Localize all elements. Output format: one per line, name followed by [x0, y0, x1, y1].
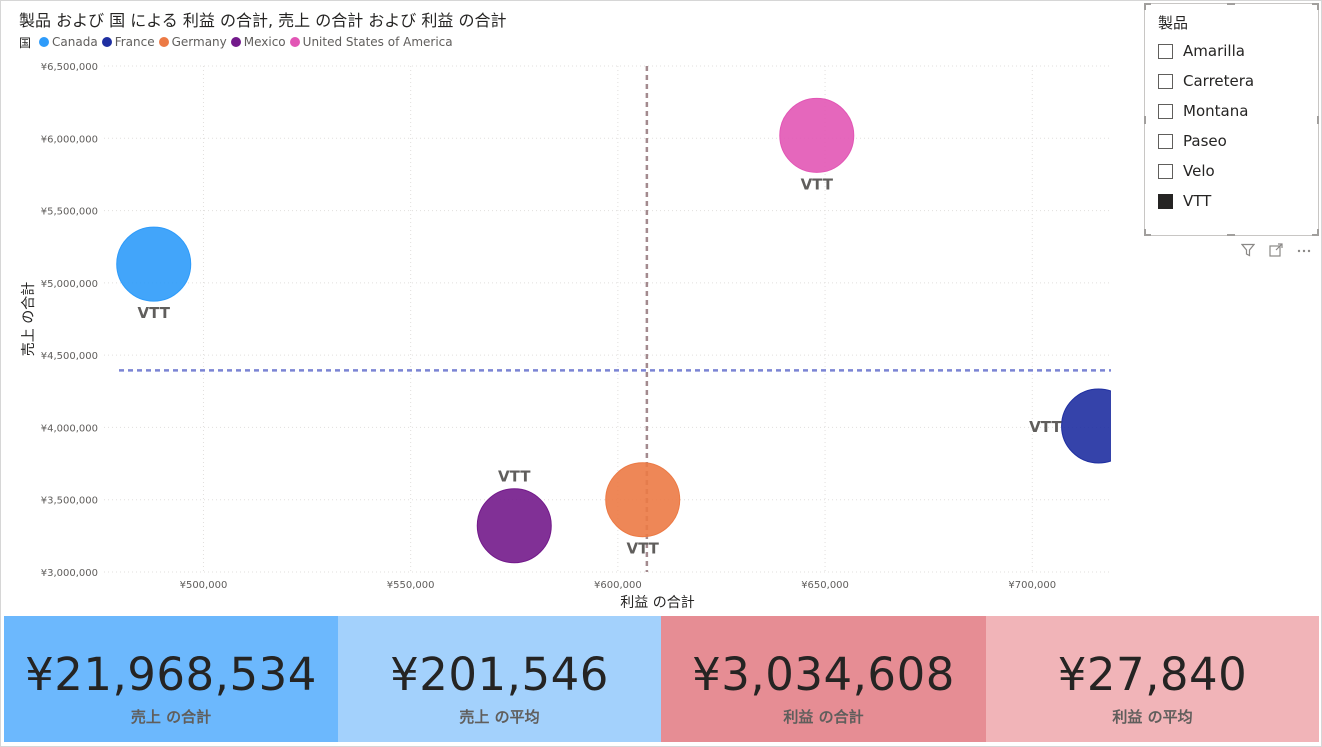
kpi-cards: ¥21,968,534 売上 の合計 ¥201,546 売上 の平均 ¥3,03…	[4, 616, 1319, 742]
legend-label: Germany	[171, 35, 227, 49]
card-label: 売上 の平均	[459, 708, 540, 726]
x-tick-label: ¥550,000	[387, 580, 435, 591]
focus-mode-icon[interactable]	[1267, 241, 1285, 259]
card-value: ¥21,968,534	[25, 648, 317, 701]
legend-title: 国	[19, 35, 32, 50]
card-sales-total[interactable]: ¥21,968,534 売上 の合計	[4, 616, 338, 742]
checkbox[interactable]	[1158, 133, 1173, 149]
y-tick-label: ¥4,000,000	[41, 423, 98, 434]
slicer-item-label: Amarilla	[1183, 42, 1245, 60]
y-tick-label: ¥5,000,000	[41, 279, 98, 290]
bubbles	[116, 97, 1136, 564]
legend-dot-icon	[158, 37, 169, 47]
bubble-united-states-of-america[interactable]	[779, 97, 855, 173]
legend-label: Canada	[52, 35, 98, 49]
checkbox[interactable]	[1158, 163, 1173, 179]
card-label: 売上 の合計	[130, 708, 212, 726]
x-tick-label: ¥700,000	[1008, 580, 1056, 591]
scatter-chart: ¥3,000,000 ¥3,500,000 ¥4,000,000 ¥4,500,000…	[21, 62, 1136, 611]
y-tick-label: ¥6,500,000	[41, 62, 98, 73]
card-profit-average[interactable]: ¥27,840 利益 の平均	[986, 616, 1319, 742]
y-tick-label: ¥3,000,000	[41, 568, 98, 579]
legend-dot-icon	[230, 37, 241, 47]
checkbox[interactable]	[1158, 43, 1173, 59]
resize-handle[interactable]	[1312, 3, 1319, 10]
filter-icon[interactable]	[1239, 241, 1257, 259]
card-label: 利益 の合計	[783, 708, 864, 726]
resize-handle[interactable]	[1227, 3, 1235, 5]
resize-handle[interactable]	[1227, 234, 1235, 236]
legend-dot-icon	[289, 37, 300, 47]
legend-item-germany[interactable]: Germany	[158, 35, 227, 49]
slicer-item-label: Velo	[1183, 162, 1215, 180]
data-label: VTT	[627, 540, 660, 558]
slicer-item-paseo[interactable]: Paseo	[1158, 130, 1227, 152]
legend-dot-icon	[101, 37, 112, 47]
legend-item-france[interactable]: France	[101, 35, 155, 49]
card-label: 利益 の平均	[1112, 708, 1193, 726]
data-label: VTT	[801, 175, 834, 193]
data-label: VTT	[1029, 418, 1062, 436]
slicer-item-label: Paseo	[1183, 132, 1227, 150]
card-value: ¥27,840	[1057, 648, 1248, 701]
y-tick-label: ¥4,500,000	[41, 351, 98, 362]
legend-item-canada[interactable]: Canada	[39, 35, 98, 49]
card-sales-average[interactable]: ¥201,546 売上 の平均	[338, 616, 661, 742]
slicer-item-label: VTT	[1183, 192, 1212, 210]
chart-legend: 国 Canada France Germany Mexico United St…	[19, 34, 457, 50]
bubble-france[interactable]	[1061, 388, 1136, 464]
y-axis-title: 売上 の合計	[21, 282, 37, 356]
legend-label: France	[114, 35, 155, 49]
legend-label: United States of America	[302, 35, 453, 49]
checkbox[interactable]	[1158, 193, 1173, 209]
bubble-canada[interactable]	[116, 226, 192, 302]
chart-title: 製品 および 国 による 利益 の合計, 売上 の合計 および 利益 の合計	[19, 11, 507, 30]
x-tick-label: ¥500,000	[180, 580, 228, 591]
resize-handle[interactable]	[1144, 229, 1151, 236]
product-slicer: 製品 Amarilla Carretera Montana Paseo Velo…	[1144, 3, 1319, 236]
slicer-item-vtt[interactable]: VTT	[1158, 190, 1211, 212]
card-value: ¥3,034,608	[692, 648, 955, 701]
slicer-item-montana[interactable]: Montana	[1158, 100, 1248, 122]
bubble-mexico[interactable]	[476, 488, 552, 564]
resize-handle[interactable]	[1144, 3, 1151, 10]
more-options-icon[interactable]	[1295, 241, 1313, 259]
slicer-title: 製品	[1158, 14, 1189, 32]
legend-item-mexico[interactable]: Mexico	[230, 35, 286, 49]
y-tick-label: ¥3,500,000	[41, 496, 98, 507]
slicer-item-label: Montana	[1183, 102, 1249, 120]
resize-handle[interactable]	[1312, 229, 1319, 236]
x-tick-label: ¥600,000	[594, 580, 642, 591]
data-label: VTT	[498, 468, 531, 486]
card-value: ¥201,546	[390, 648, 609, 701]
x-axis-title: 利益 の合計	[620, 595, 694, 611]
resize-handle[interactable]	[1317, 116, 1319, 124]
card-profit-total[interactable]: ¥3,034,608 利益 の合計	[661, 616, 986, 742]
checkbox[interactable]	[1158, 103, 1173, 119]
x-tick-label: ¥650,000	[801, 580, 849, 591]
bubble-germany[interactable]	[605, 462, 681, 538]
y-tick-label: ¥5,500,000	[41, 207, 98, 218]
resize-handle[interactable]	[1144, 116, 1146, 124]
slicer-item-carretera[interactable]: Carretera	[1158, 70, 1254, 92]
slicer-item-velo[interactable]: Velo	[1158, 160, 1215, 182]
legend-label: Mexico	[243, 35, 286, 49]
checkbox[interactable]	[1158, 73, 1173, 89]
legend-item-usa[interactable]: United States of America	[289, 35, 453, 49]
slicer-item-amarilla[interactable]: Amarilla	[1158, 40, 1245, 62]
y-tick-label: ¥6,000,000	[41, 134, 98, 145]
legend-dot-icon	[39, 37, 50, 47]
visual-header	[1239, 241, 1313, 259]
data-label: VTT	[138, 304, 171, 322]
slicer-item-label: Carretera	[1183, 72, 1255, 90]
